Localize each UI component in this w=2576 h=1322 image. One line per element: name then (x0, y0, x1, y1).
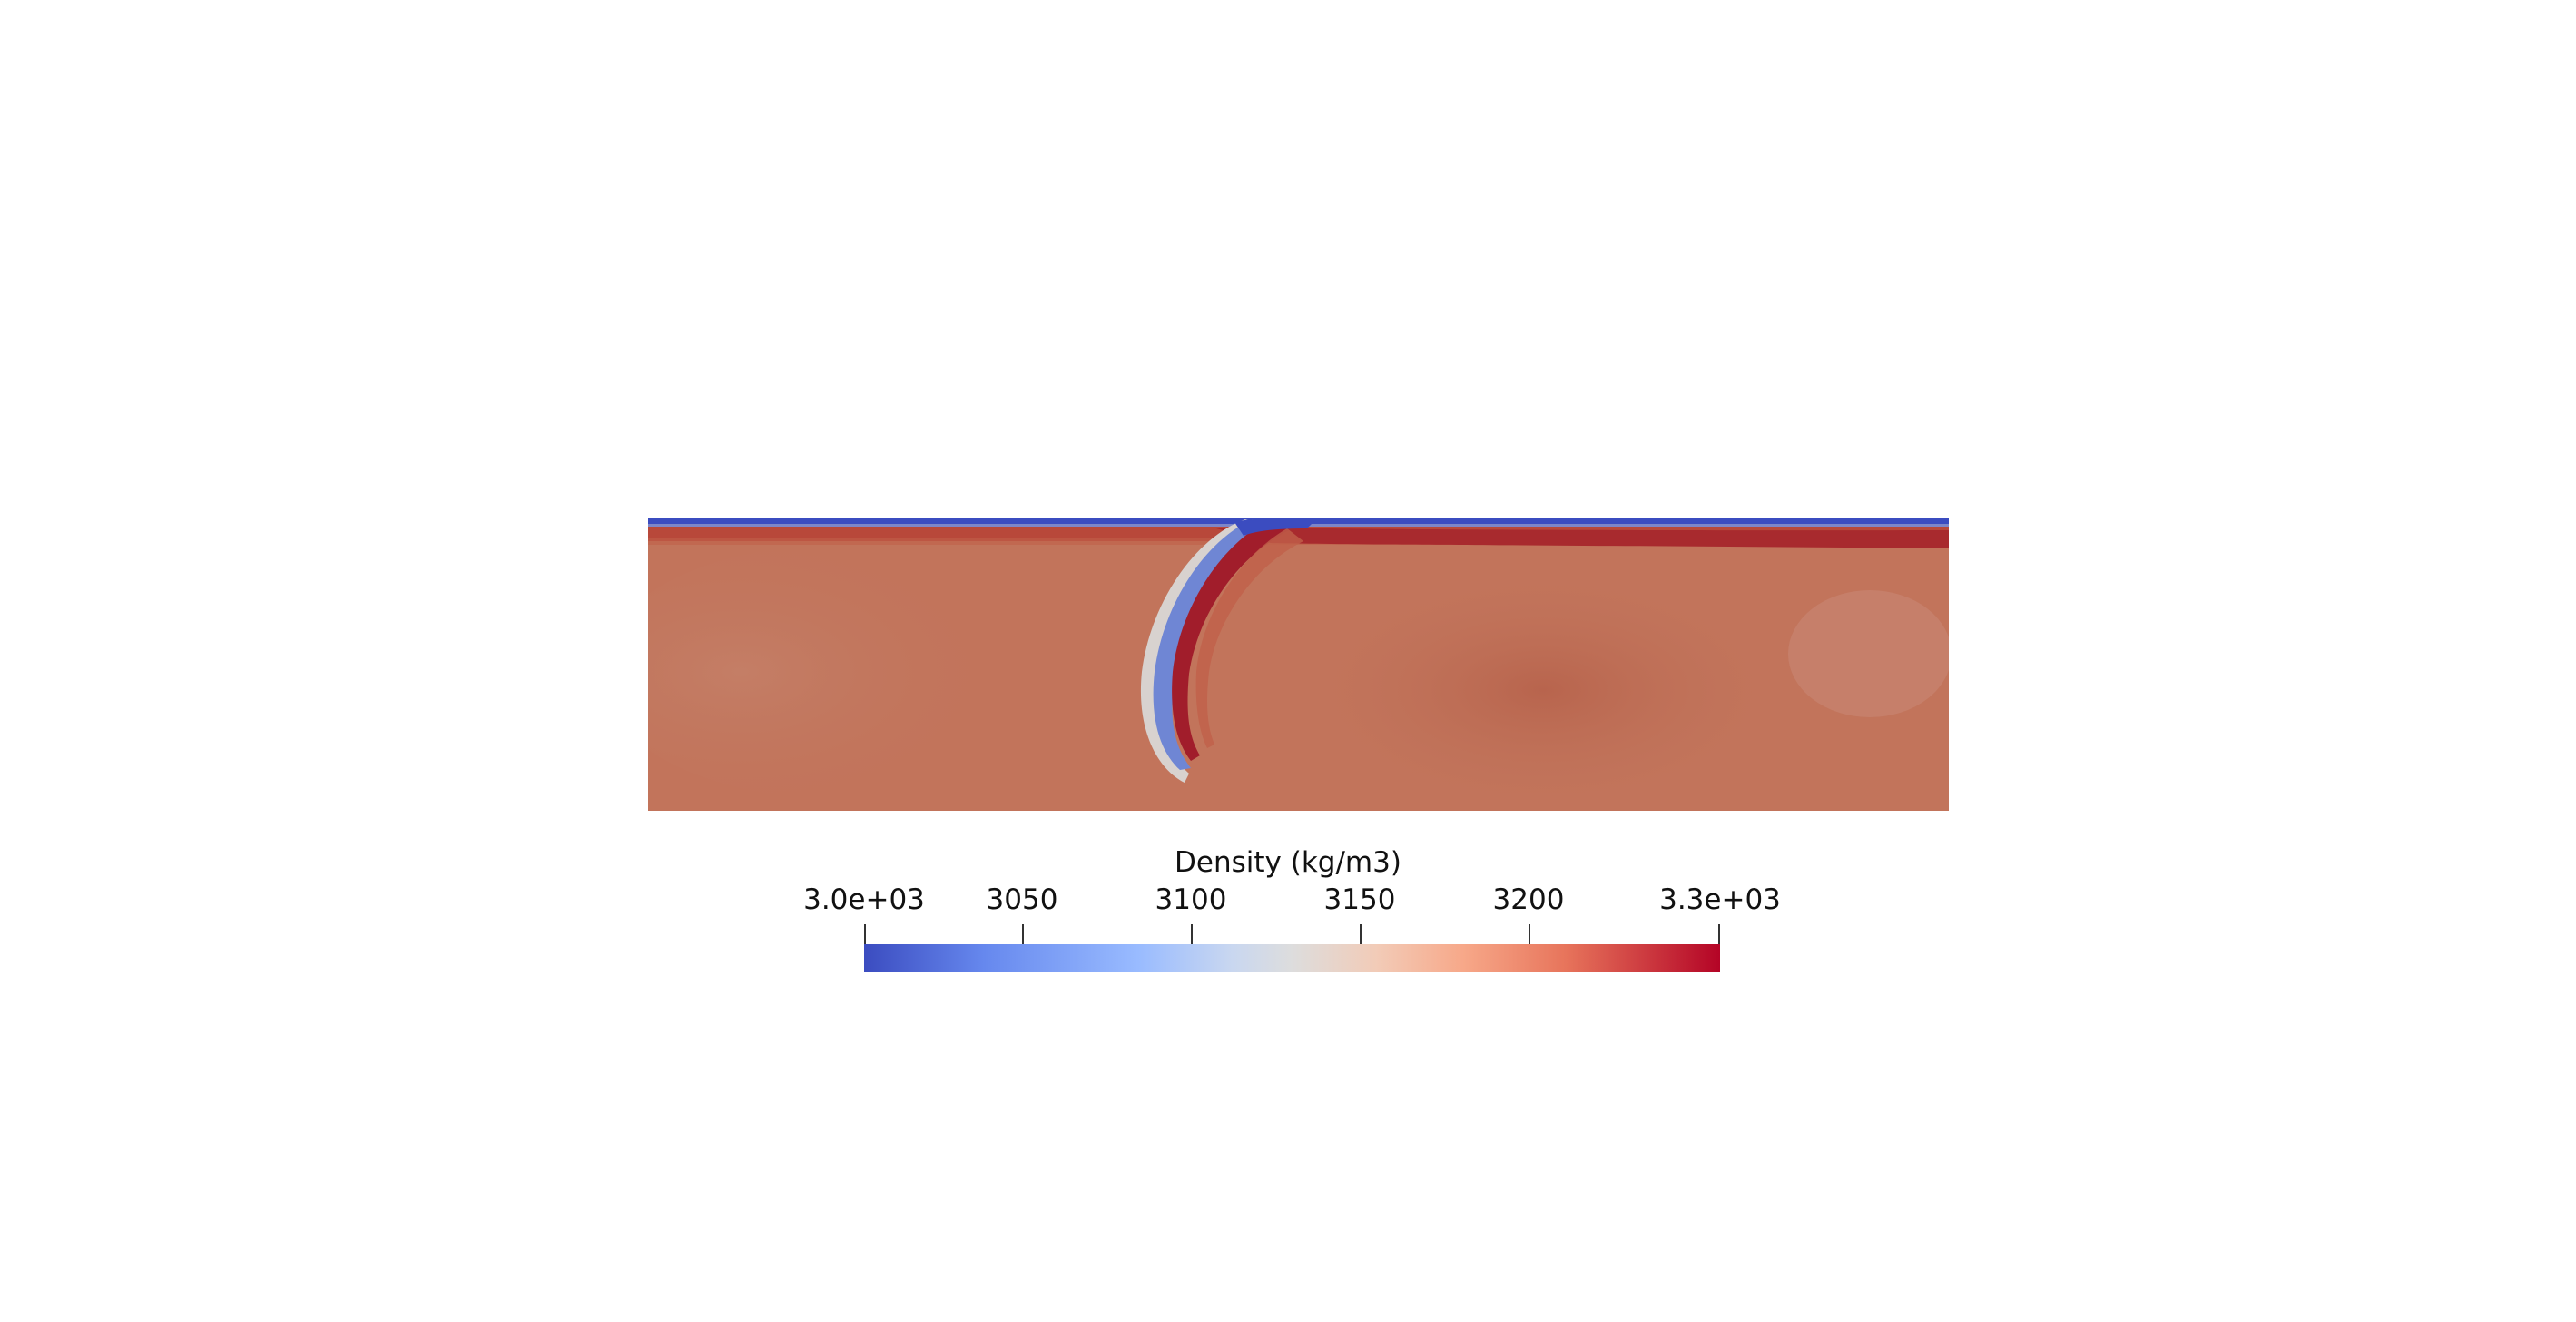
trench-fill (1234, 518, 1316, 536)
tick-mark-3300 (1718, 924, 1720, 946)
tick-mark-3200 (1529, 924, 1530, 946)
slab-outer-light (1140, 519, 1271, 783)
tick-mark-3100 (1191, 924, 1193, 946)
model-domain (648, 518, 1949, 811)
tick-label-3050: 3050 (986, 883, 1058, 916)
tick-label-3300: 3.3e+03 (1659, 883, 1781, 916)
tick-mark-3150 (1360, 924, 1362, 946)
plume-region (1788, 590, 1949, 717)
tick-label-3100: 3100 (1155, 883, 1227, 916)
tick-label-3200: 3200 (1492, 883, 1565, 916)
tick-label-3000: 3.0e+03 (803, 883, 925, 916)
convection-cell-right (1307, 572, 1779, 808)
tick-mark-3050 (1022, 924, 1024, 946)
tick-mark-3000 (864, 924, 866, 946)
lithosphere-band-right (1216, 528, 1949, 548)
slab-inner-margin (1195, 528, 1303, 748)
legend-title: Density (kg/m3) (1175, 846, 1401, 879)
tick-label-3150: 3150 (1323, 883, 1396, 916)
density-colorbar[interactable] (864, 944, 1720, 972)
slab-core (1172, 521, 1289, 761)
convection-cell-left (648, 545, 1071, 799)
